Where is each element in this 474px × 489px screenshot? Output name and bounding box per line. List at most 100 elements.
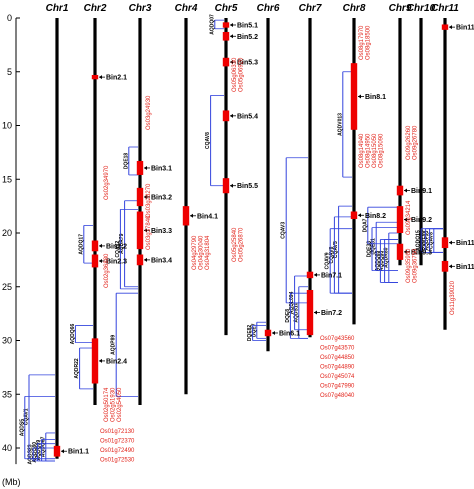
bin-label: Bin2.4 bbox=[106, 358, 127, 365]
bin-arrowhead bbox=[404, 188, 407, 193]
y-axis-tick-label: 40 bbox=[2, 443, 12, 453]
qtl-label: AQDP89 bbox=[111, 335, 117, 355]
bin-label: Bin3.1 bbox=[151, 165, 172, 172]
gene-label: Os11g39020 bbox=[450, 280, 456, 315]
chromosome-label: Chr5 bbox=[215, 3, 238, 14]
gene-label: Os02g50174 bbox=[104, 387, 110, 422]
gene-label: Os08g14940 bbox=[359, 133, 365, 168]
chromosome-label: Chr8 bbox=[343, 3, 366, 14]
bin-block bbox=[222, 110, 230, 122]
chromosome-label: Chr2 bbox=[84, 3, 107, 14]
qtl-label: DQE7 bbox=[251, 323, 257, 337]
gene-label: Os08g18500 bbox=[366, 25, 372, 60]
bin-arrowhead bbox=[358, 213, 361, 218]
bin-label: Bin3.3 bbox=[151, 228, 172, 235]
qtl-label: CQAV8 bbox=[329, 246, 335, 263]
gene-label: Os02g54050 bbox=[117, 387, 123, 422]
bin-arrowhead bbox=[144, 165, 147, 170]
bin-label: Bin2.3 bbox=[106, 258, 127, 265]
bin-label: Bin8.1 bbox=[365, 94, 386, 101]
gene-label: Os08g17970 bbox=[359, 25, 365, 60]
bin-arrowhead bbox=[358, 94, 361, 99]
bin-arrowhead bbox=[61, 449, 64, 454]
qtl-label: AQDQ85 bbox=[375, 250, 381, 271]
y-axis-tick-label: 15 bbox=[2, 174, 12, 184]
qtl-label: AQDS5 bbox=[19, 419, 25, 436]
bin-label: Bin9.1 bbox=[411, 188, 432, 195]
gene-label: Os03g24930 bbox=[146, 95, 152, 130]
bin-block bbox=[350, 211, 358, 220]
bin-block bbox=[53, 445, 61, 457]
qtl-label: AQDQ07 bbox=[209, 14, 215, 35]
bin-block bbox=[222, 57, 230, 67]
bin-label: Bin5.3 bbox=[237, 60, 258, 67]
bin-arrowhead bbox=[230, 22, 233, 27]
chromosome-label: Chr4 bbox=[175, 3, 198, 14]
gene-label: Os05g06920 bbox=[239, 57, 245, 92]
bin-arrowhead bbox=[404, 249, 407, 254]
chromosome-label: Chr1 bbox=[46, 3, 69, 14]
bin-arrowhead bbox=[190, 213, 193, 218]
gene-label: Os07g44890 bbox=[320, 365, 355, 371]
gene-label: Os05g26870 bbox=[239, 227, 245, 262]
bin-label: Bin5.2 bbox=[237, 34, 258, 41]
bin-arrowhead bbox=[449, 240, 452, 245]
qtl-label: AQDV013 bbox=[337, 113, 343, 136]
gene-label: Os09g26780 bbox=[413, 125, 419, 160]
bin-arrowhead bbox=[230, 113, 233, 118]
qtl-label: DQE33 bbox=[367, 241, 373, 258]
qtl-label: CQAV3 bbox=[281, 222, 287, 239]
qtl-label: AQDQ17 bbox=[78, 234, 84, 255]
qtl-label: DQE8 bbox=[285, 309, 291, 323]
chromosome-label: Chr7 bbox=[299, 3, 322, 14]
bin-block bbox=[306, 289, 314, 336]
qtl-label: CQAV9 bbox=[325, 252, 331, 269]
gene-label: Os04g29790 bbox=[192, 235, 198, 270]
qtl-label: DQE82 bbox=[247, 325, 253, 342]
bin-label: Bin9.3 bbox=[411, 249, 432, 256]
gene-label: Os01g72370 bbox=[100, 439, 135, 445]
y-axis-tick-label: 30 bbox=[2, 336, 12, 346]
gene-label: Os07g43570 bbox=[320, 346, 355, 352]
qtl-label: AQDS10 bbox=[293, 302, 299, 322]
bin-label: Bin1.1 bbox=[68, 449, 89, 456]
qtl-label: AQDP85 bbox=[420, 230, 426, 250]
gene-label: Os04g31804 bbox=[205, 235, 211, 270]
bin-arrowhead bbox=[99, 243, 102, 248]
bin-label: Bin6.1 bbox=[279, 330, 300, 337]
qtl-label: AQDS23 bbox=[28, 444, 34, 464]
qtl-label: AQDQ67 bbox=[40, 436, 46, 457]
y-axis-tick-label: 5 bbox=[7, 67, 12, 77]
bin-arrowhead bbox=[230, 183, 233, 188]
bin-block bbox=[136, 211, 144, 250]
bin-label: Bin7.2 bbox=[321, 310, 342, 317]
bin-block bbox=[264, 329, 272, 337]
chromosome-label: Chr9 bbox=[389, 3, 412, 14]
bin-block bbox=[350, 63, 358, 130]
gene-label: Os09g35980 bbox=[406, 248, 412, 283]
gene-label: Os08g14950 bbox=[366, 133, 372, 168]
qtl-label: CQAV8 bbox=[428, 232, 434, 249]
qtl-label: CQAV8 bbox=[205, 132, 211, 149]
gene-label: Os01g72530 bbox=[100, 458, 135, 464]
bin-arrowhead bbox=[230, 34, 233, 39]
y-axis-tick-label: 10 bbox=[2, 121, 12, 131]
gene-label: Os09g36750 bbox=[413, 248, 419, 283]
gene-label: Os01g72490 bbox=[100, 448, 135, 454]
bin-block bbox=[306, 271, 314, 279]
gene-label: Os04g30040 bbox=[199, 235, 205, 270]
bin-label: Bin5.4 bbox=[237, 113, 258, 120]
gene-label: Os02g51930 bbox=[111, 387, 117, 422]
gene-label: Os03g28270 bbox=[146, 183, 152, 218]
bin-arrowhead bbox=[99, 358, 102, 363]
bin-arrowhead bbox=[230, 60, 233, 65]
gene-label: Os08g15050 bbox=[372, 133, 378, 168]
qtl-label: AQDQ09 bbox=[36, 440, 42, 461]
qtl-label: AQDQ15 bbox=[416, 230, 422, 251]
y-axis-tick-label: 35 bbox=[2, 389, 12, 399]
y-axis-tick-label: 25 bbox=[2, 282, 12, 292]
bin-arrowhead bbox=[404, 217, 407, 222]
bin-block bbox=[396, 185, 404, 196]
qtl-label: DQE18 bbox=[123, 153, 129, 170]
